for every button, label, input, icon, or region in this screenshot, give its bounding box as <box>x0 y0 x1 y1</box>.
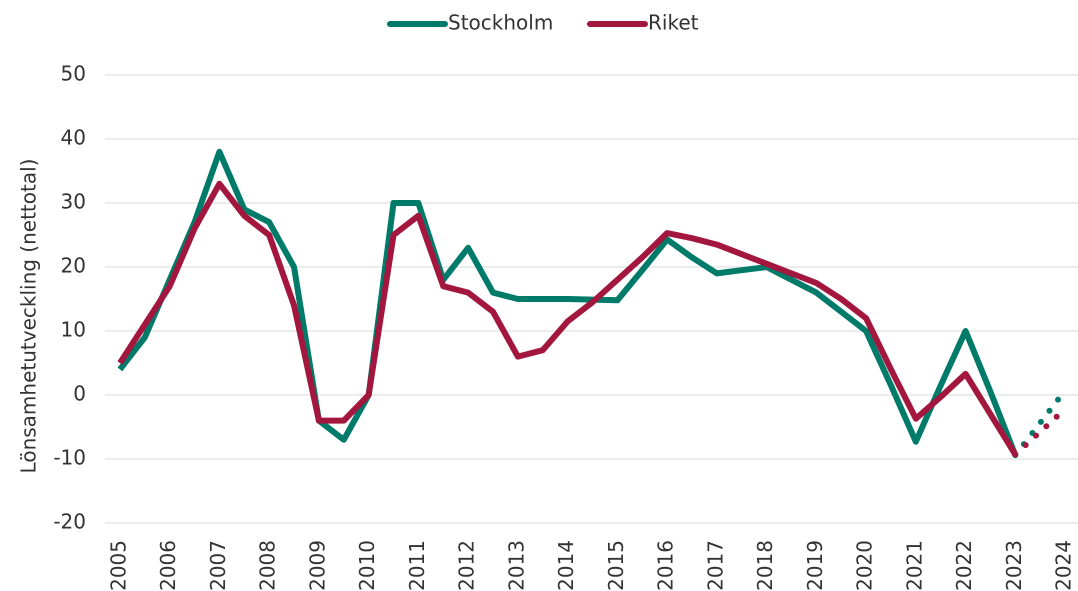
x-tick-label: 2017 <box>703 540 727 591</box>
y-axis-title: Lönsamhetutveckling (nettotal) <box>17 159 41 474</box>
y-tick-label: 10 <box>61 318 86 342</box>
forecast-line <box>1012 406 1069 458</box>
x-tick-label: 2007 <box>206 540 230 591</box>
y-tick-label: 0 <box>73 382 86 406</box>
x-tick-label: 2019 <box>803 540 827 591</box>
series-line <box>117 180 1018 457</box>
x-tick-label: 2006 <box>156 540 180 591</box>
x-tick-label: 2013 <box>504 540 528 591</box>
y-tick-label: -20 <box>53 510 86 534</box>
x-tick-label: 2018 <box>753 540 777 591</box>
x-tick-label: 2009 <box>305 540 329 591</box>
x-tick-label: 2021 <box>902 540 926 591</box>
y-tick-label: 20 <box>61 254 86 278</box>
x-tick-label: 2010 <box>355 540 379 591</box>
x-tick-label: 2012 <box>455 540 479 591</box>
x-tick-label: 2008 <box>256 540 280 591</box>
x-tick-label: 2015 <box>604 540 628 591</box>
x-tick-label: 2014 <box>554 540 578 591</box>
y-tick-label: 40 <box>61 126 86 150</box>
x-tick-label: 2016 <box>654 540 678 591</box>
y-tick-label: 50 <box>61 62 86 86</box>
x-tick-label: 2023 <box>1002 540 1026 591</box>
x-tick-label: 2020 <box>853 540 877 591</box>
x-tick-label: 2011 <box>405 540 429 591</box>
y-tick-label: 30 <box>61 190 86 214</box>
x-tick-label: 2024 <box>1052 540 1076 591</box>
legend-label: Riket <box>648 11 699 35</box>
y-tick-label: -10 <box>53 446 86 470</box>
x-tick-label: 2022 <box>952 540 976 591</box>
series-line <box>117 148 1019 457</box>
x-tick-label: 2005 <box>106 540 130 591</box>
legend-label: Stockholm <box>448 11 553 35</box>
